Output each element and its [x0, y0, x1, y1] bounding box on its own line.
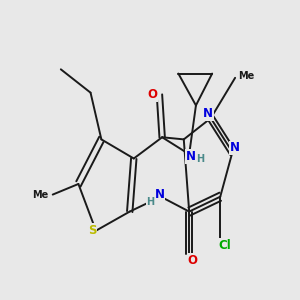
Text: N: N — [230, 141, 240, 154]
Text: H: H — [146, 197, 154, 207]
Text: N: N — [185, 150, 196, 163]
Text: Cl: Cl — [218, 239, 231, 252]
Text: Me: Me — [32, 190, 49, 200]
Text: S: S — [88, 224, 96, 237]
Text: N: N — [154, 188, 164, 201]
Text: O: O — [188, 254, 197, 267]
Text: N: N — [203, 107, 213, 120]
Text: H: H — [196, 154, 205, 164]
Text: O: O — [148, 88, 158, 101]
Text: Me: Me — [238, 71, 255, 81]
